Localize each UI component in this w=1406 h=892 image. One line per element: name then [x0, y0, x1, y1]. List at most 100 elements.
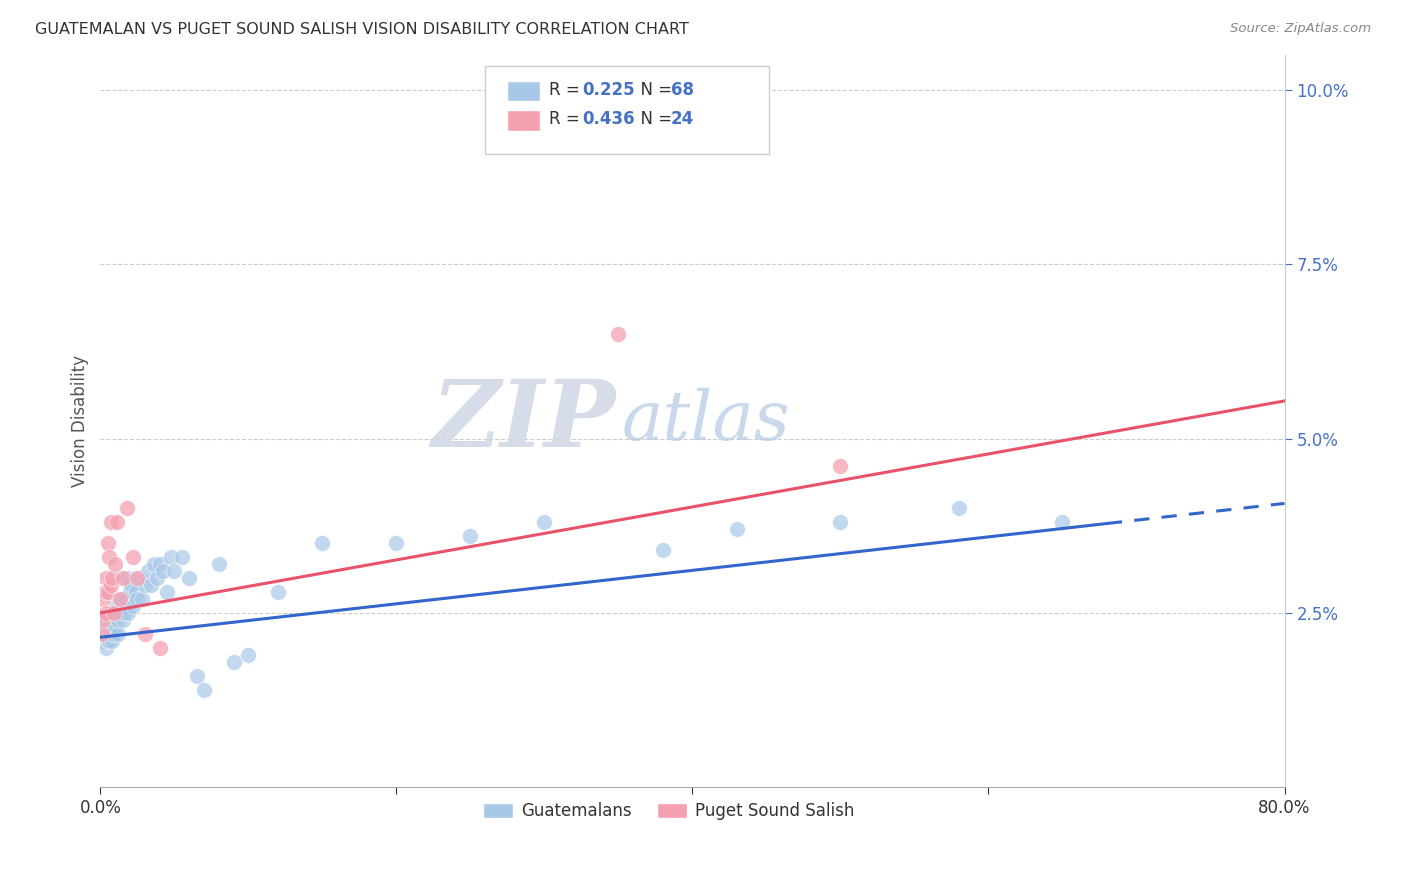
Point [120, 578, 142, 592]
Point [96, 606, 118, 620]
Point [148, 640, 170, 655]
Point [104, 557, 127, 571]
Text: R =: R = [550, 110, 585, 128]
Text: atlas: atlas [621, 388, 790, 455]
Point [100, 515, 122, 529]
Point [91, 620, 114, 634]
Point [105, 515, 128, 529]
Point [160, 550, 183, 565]
Point [103, 613, 125, 627]
Point [97, 585, 120, 599]
Point [156, 585, 179, 599]
Point [460, 529, 482, 543]
Text: 24: 24 [671, 110, 695, 128]
Legend: Guatemalans, Puget Sound Salish: Guatemalans, Puget Sound Salish [477, 795, 862, 826]
Point [96, 620, 118, 634]
Point [170, 550, 193, 565]
Point [152, 564, 174, 578]
Point [98, 550, 121, 565]
Text: GUATEMALAN VS PUGET SOUND SALISH VISION DISABILITY CORRELATION CHART: GUATEMALAN VS PUGET SOUND SALISH VISION … [35, 22, 689, 37]
Point [108, 591, 131, 606]
Point [90, 627, 112, 641]
Point [97, 620, 120, 634]
Point [104, 620, 127, 634]
Point [122, 599, 145, 613]
Point [103, 627, 125, 641]
Point [118, 585, 141, 599]
Text: 0.436: 0.436 [582, 110, 636, 128]
Point [114, 591, 136, 606]
Point [127, 591, 149, 606]
Text: R =: R = [550, 80, 585, 98]
Point [97, 536, 120, 550]
Point [101, 571, 124, 585]
Point [186, 668, 208, 682]
Point [104, 606, 127, 620]
Point [385, 536, 408, 550]
Point [96, 640, 118, 655]
Text: Source: ZipAtlas.com: Source: ZipAtlas.com [1230, 22, 1371, 36]
Point [101, 633, 124, 648]
Point [311, 536, 333, 550]
Point [111, 613, 134, 627]
Point [96, 627, 118, 641]
Point [145, 571, 167, 585]
Point [94, 613, 117, 627]
Point [91, 613, 114, 627]
Point [108, 606, 131, 620]
Point [651, 543, 673, 558]
Point [91, 591, 114, 606]
Point [96, 571, 118, 585]
Point [830, 459, 852, 474]
Point [830, 515, 852, 529]
Point [131, 591, 153, 606]
Point [725, 522, 748, 536]
Text: N =: N = [630, 80, 678, 98]
Point [101, 620, 124, 634]
Point [103, 606, 125, 620]
Point [105, 599, 128, 613]
Point [107, 613, 129, 627]
Text: ZIP: ZIP [432, 376, 616, 467]
Point [98, 633, 121, 648]
FancyBboxPatch shape [506, 110, 540, 130]
Point [90, 627, 112, 641]
FancyBboxPatch shape [506, 81, 540, 102]
Point [97, 633, 120, 648]
Point [134, 627, 156, 641]
Point [107, 627, 129, 641]
Point [607, 326, 630, 341]
Point [127, 571, 149, 585]
Point [115, 501, 138, 516]
Point [117, 606, 139, 620]
Point [267, 585, 290, 599]
Point [100, 578, 122, 592]
Point [111, 571, 134, 585]
Point [139, 578, 162, 592]
Point [1052, 515, 1074, 529]
Point [91, 633, 114, 648]
Point [98, 620, 121, 634]
Point [94, 633, 117, 648]
Point [208, 557, 231, 571]
Text: 0.225: 0.225 [582, 80, 636, 98]
Point [94, 585, 117, 599]
Point [163, 564, 186, 578]
Point [101, 606, 124, 620]
Point [115, 571, 138, 585]
Point [148, 557, 170, 571]
Point [122, 550, 145, 565]
Point [129, 571, 152, 585]
Point [94, 627, 117, 641]
Point [110, 591, 132, 606]
FancyBboxPatch shape [485, 66, 769, 154]
Point [112, 606, 135, 620]
Point [100, 627, 122, 641]
Point [222, 655, 245, 669]
Text: N =: N = [630, 110, 678, 128]
Point [125, 585, 148, 599]
Point [142, 557, 165, 571]
Point [179, 571, 201, 585]
Point [98, 627, 121, 641]
Point [134, 578, 156, 592]
